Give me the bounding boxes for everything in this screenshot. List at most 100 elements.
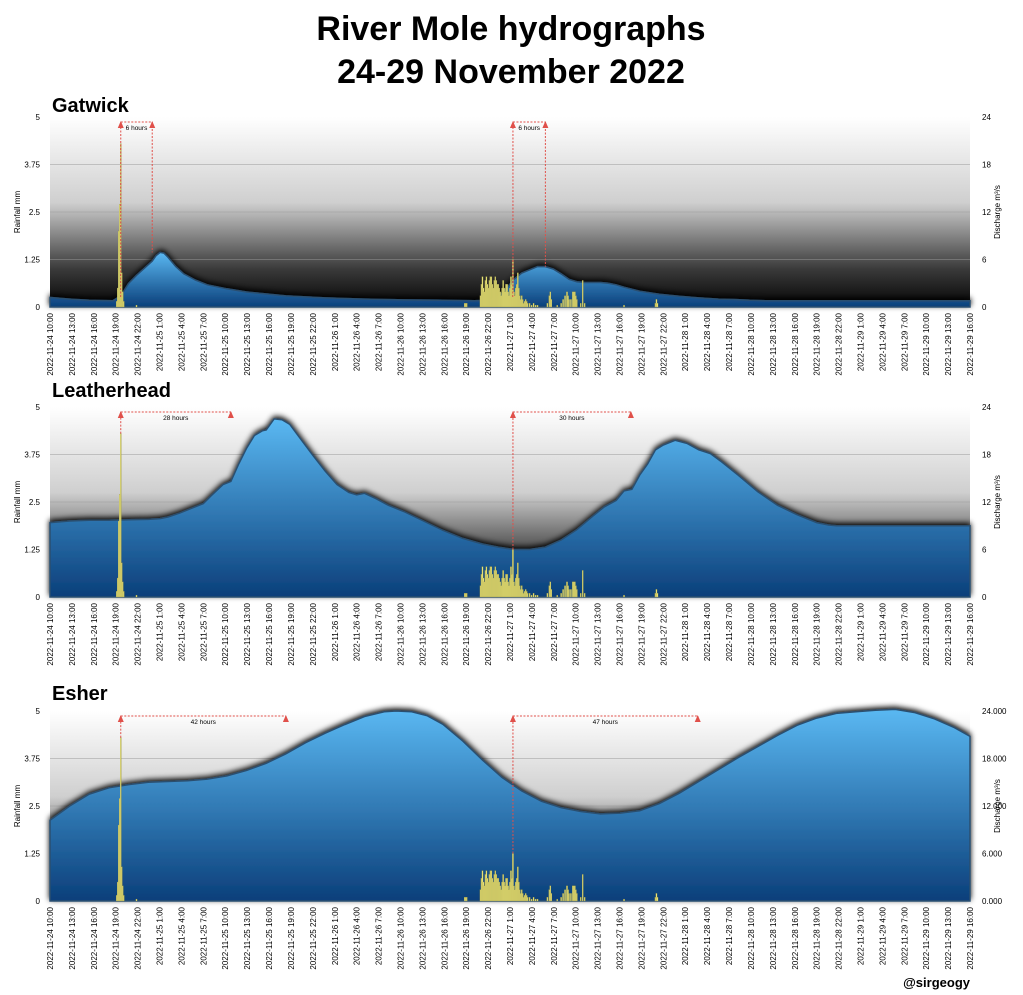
- x-tick-label: 2022-11-26 4:00: [353, 312, 362, 371]
- x-tick-label: 2022-11-27 16:00: [616, 906, 625, 969]
- lag-arrow: [117, 121, 124, 128]
- rainfall-tick-label: 5: [36, 403, 41, 412]
- panel-leatherhead: Leatherhead 28 hours 30 hours 0 1.25 2.5 3.75 5…: [13, 380, 1002, 666]
- x-tick-label: 2022-11-25 16:00: [265, 906, 274, 969]
- x-tick-label: 2022-11-26 7:00: [375, 602, 384, 661]
- x-tick-label: 2022-11-29 10:00: [922, 312, 931, 375]
- rainfall-bar: [546, 593, 549, 598]
- lag-label: 6 hours: [518, 125, 540, 132]
- x-tick-label: 2022-11-26 4:00: [353, 602, 362, 661]
- x-tick-label: 2022-11-24 13:00: [68, 312, 77, 375]
- rainfall-bar: [556, 594, 558, 598]
- x-tick-label: 2022-11-25 4:00: [177, 602, 186, 661]
- x-tick-label: 2022-11-28 7:00: [725, 312, 734, 371]
- rainfall-bar: [135, 594, 138, 598]
- author-credit: @sirgeogy: [903, 975, 971, 990]
- rainfall-axis-label: Rainfall mm: [13, 191, 22, 234]
- discharge-tick-label: 18: [982, 451, 991, 460]
- rainfall-bar: [465, 303, 468, 308]
- rainfall-bar: [532, 593, 535, 598]
- x-tick-label: 2022-11-28 4:00: [703, 906, 712, 965]
- x-tick-label: 2022-11-29 13:00: [944, 906, 953, 969]
- rainfall-bar: [568, 893, 570, 902]
- x-tick-label: 2022-11-29 1:00: [857, 906, 866, 965]
- x-tick-label: 2022-11-29 10:00: [922, 906, 931, 969]
- x-tick-label: 2022-11-25 16:00: [265, 312, 274, 375]
- panel-gatwick: Gatwick 6 hours 6 hours 0 1.25 2.5 3.75 5 0 6 12 18…: [13, 95, 1002, 376]
- x-tick-label: 2022-11-28 19:00: [813, 312, 822, 375]
- x-tick-label: 2022-11-26 7:00: [375, 906, 384, 965]
- rainfall-bar: [465, 897, 468, 902]
- rainfall-bar: [623, 304, 625, 308]
- x-tick-label: 2022-11-24 10:00: [46, 602, 55, 665]
- rainfall-bar: [122, 301, 125, 308]
- x-tick-label: 2022-11-26 13:00: [418, 312, 427, 375]
- x-tick-label: 2022-11-25 13:00: [243, 602, 252, 665]
- x-tick-label: 2022-11-25 22:00: [309, 312, 318, 375]
- x-tick-label: 2022-11-28 4:00: [703, 312, 712, 371]
- panel-title: Leatherhead: [52, 380, 171, 402]
- rainfall-bar: [560, 897, 562, 902]
- discharge-tick-label: 6.000: [982, 850, 1003, 859]
- rainfall-bar: [623, 594, 625, 598]
- rainfall-tick-label: 2.5: [29, 802, 41, 811]
- rainfall-bar: [121, 581, 124, 598]
- x-tick-label: 2022-11-28 1:00: [681, 906, 690, 965]
- rainfall-bar: [135, 304, 138, 308]
- rainfall-bar: [580, 897, 582, 902]
- x-tick-label: 2022-11-28 4:00: [703, 602, 712, 661]
- rainfall-bar: [536, 594, 539, 598]
- rainfall-tick-label: 1.25: [24, 546, 40, 555]
- x-tick-label: 2022-11-24 16:00: [90, 602, 99, 665]
- x-tick-label: 2022-11-24 16:00: [90, 906, 99, 969]
- rainfall-bar: [570, 893, 572, 902]
- discharge-tick-label: 6: [982, 546, 987, 555]
- x-tick-label: 2022-11-24 19:00: [112, 312, 121, 375]
- x-tick-label: 2022-11-26 13:00: [418, 602, 427, 665]
- rainfall-bar: [526, 303, 529, 308]
- lag-label: 42 hours: [191, 719, 217, 726]
- rainfall-tick-label: 3.75: [24, 755, 40, 764]
- rainfall-bar: [583, 593, 586, 598]
- x-tick-label: 2022-11-25 22:00: [309, 602, 318, 665]
- x-tick-label: 2022-11-26 19:00: [462, 906, 471, 969]
- x-tick-label: 2022-11-25 7:00: [199, 312, 208, 371]
- discharge-tick-label: 24.000: [982, 707, 1007, 716]
- x-tick-label: 2022-11-29 7:00: [900, 602, 909, 661]
- rainfall-bar: [532, 303, 535, 308]
- x-tick-label: 2022-11-25 22:00: [309, 906, 318, 969]
- x-tick-label: 2022-11-24 10:00: [46, 906, 55, 969]
- rainfall-bar: [550, 893, 553, 902]
- rainfall-bar: [122, 895, 125, 902]
- x-tick-label: 2022-11-25 1:00: [156, 602, 165, 661]
- rainfall-bar: [562, 299, 564, 308]
- rainfall-bar: [583, 897, 586, 902]
- rainfall-bar: [568, 299, 570, 308]
- rainfall-tick-label: 2.5: [29, 498, 41, 507]
- rainfall-bar: [135, 898, 138, 902]
- x-tick-label: 2022-11-25 7:00: [199, 906, 208, 965]
- x-tick-label: 2022-11-27 10:00: [572, 906, 581, 969]
- x-tick-label: 2022-11-26 16:00: [440, 906, 449, 969]
- x-tick-label: 2022-11-28 10:00: [747, 602, 756, 665]
- x-tick-label: 2022-11-25 19:00: [287, 602, 296, 665]
- x-tick-label: 2022-11-27 19:00: [637, 602, 646, 665]
- x-tick-label: 2022-11-25 1:00: [156, 312, 165, 371]
- x-tick-label: 2022-11-27 22:00: [659, 906, 668, 969]
- x-tick-label: 2022-11-28 19:00: [813, 906, 822, 969]
- x-tick-label: 2022-11-24 16:00: [90, 312, 99, 375]
- rainfall-bar: [121, 885, 124, 902]
- x-tick-label: 2022-11-26 22:00: [484, 602, 493, 665]
- rainfall-tick-label: 5: [36, 707, 41, 716]
- panel-title: Gatwick: [52, 95, 130, 117]
- x-tick-label: 2022-11-27 4:00: [528, 312, 537, 371]
- x-tick-label: 2022-11-27 7:00: [550, 312, 559, 371]
- rainfall-axis-label: Rainfall mm: [13, 785, 22, 828]
- discharge-tick-label: 0.000: [982, 897, 1003, 906]
- lag-arrow: [282, 715, 289, 722]
- lag-label: 28 hours: [163, 415, 189, 422]
- x-tick-label: 2022-11-29 4:00: [878, 312, 887, 371]
- x-tick-label: 2022-11-25 4:00: [177, 906, 186, 965]
- rainfall-bar: [532, 897, 535, 902]
